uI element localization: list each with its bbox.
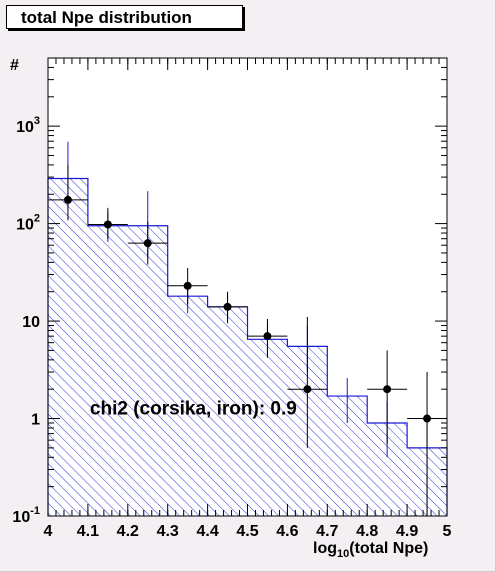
data-point (383, 385, 392, 394)
data-point (63, 195, 72, 204)
x-axis-title-log: log (313, 540, 337, 557)
y-tick-label: 1 (31, 412, 40, 429)
histogram-bin (127, 225, 168, 517)
data-point (103, 220, 112, 229)
chart-title: total Npe distribution (6, 5, 243, 29)
histogram-bin (87, 225, 128, 517)
x-tick-label: 4.7 (316, 523, 338, 540)
x-tick-label: 4 (44, 523, 53, 540)
x-axis-title: log10(total Npe) (313, 540, 428, 560)
x-tick-label: 5 (443, 523, 452, 540)
x-axis-title-subscript: 10 (337, 548, 349, 560)
x-axis-title-rest: (total Npe) (349, 540, 428, 557)
chi2-annotation: chi2 (corsika, iron): 0.9 (90, 398, 297, 419)
histogram-bin (207, 306, 248, 516)
x-tick-label: 4.6 (276, 523, 298, 540)
data-point (143, 239, 152, 248)
data-point (183, 281, 192, 290)
y-tick-label: 10-1 (12, 505, 40, 526)
x-tick-label: 4.2 (117, 523, 139, 540)
x-tick-label: 4.3 (157, 523, 179, 540)
histogram-bin (247, 339, 288, 516)
x-tick-label: 4.5 (236, 523, 258, 540)
data-point (263, 332, 272, 341)
y-tick-label: 10 (22, 314, 40, 331)
x-tick-label: 4.9 (396, 523, 418, 540)
x-tick-label: 4.1 (77, 523, 99, 540)
data-point (423, 414, 432, 423)
y-tick-label: 103 (16, 115, 40, 136)
x-tick-label: 4.8 (356, 523, 378, 540)
histogram-outline (47, 177, 448, 516)
y-axis-title: # (10, 57, 19, 74)
data-point (303, 385, 312, 394)
histogram-bin (48, 178, 88, 516)
histogram-bin (167, 296, 208, 516)
x-tick-label: 4.4 (196, 523, 218, 540)
y-tick-label: 102 (16, 213, 40, 234)
data-point (223, 302, 232, 311)
